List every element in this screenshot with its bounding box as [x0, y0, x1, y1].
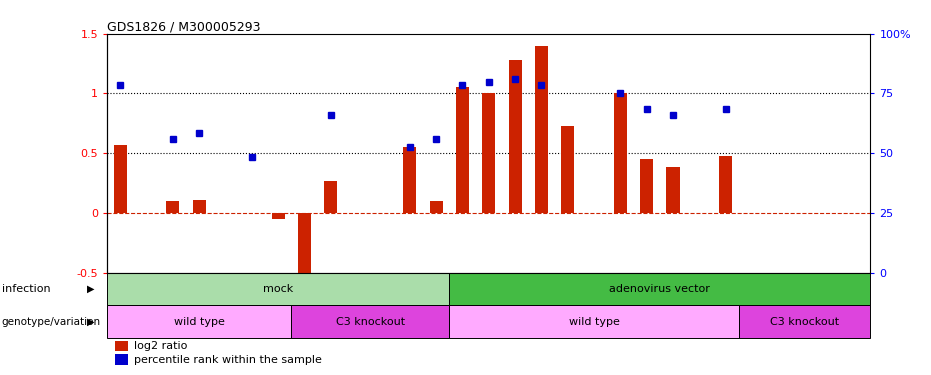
Text: ▶: ▶: [87, 284, 94, 294]
Text: C3 knockout: C3 knockout: [770, 317, 839, 327]
Bar: [450, 305, 739, 338]
Text: mock: mock: [263, 284, 293, 294]
Text: adenovirus vector: adenovirus vector: [610, 284, 710, 294]
Text: log2 ratio: log2 ratio: [134, 342, 187, 351]
Bar: [107, 273, 450, 305]
Text: infection: infection: [2, 284, 50, 294]
Text: percentile rank within the sample: percentile rank within the sample: [134, 355, 321, 364]
Bar: [324, 181, 337, 213]
Text: wild type: wild type: [174, 317, 224, 327]
Bar: [739, 305, 870, 338]
Text: C3 knockout: C3 knockout: [336, 317, 405, 327]
Bar: [641, 159, 654, 213]
Bar: [291, 305, 450, 338]
Text: genotype/variation: genotype/variation: [2, 317, 101, 327]
Bar: [456, 87, 469, 213]
Bar: [167, 201, 180, 213]
Text: ▶: ▶: [87, 317, 94, 327]
Bar: [429, 201, 443, 213]
Bar: [107, 305, 291, 338]
Bar: [193, 200, 206, 213]
Bar: [667, 168, 680, 213]
Text: wild type: wild type: [569, 317, 619, 327]
Text: GDS1826 / M300005293: GDS1826 / M300005293: [107, 21, 261, 34]
Bar: [508, 60, 521, 213]
Bar: [115, 354, 128, 364]
Bar: [534, 46, 548, 213]
Bar: [561, 126, 574, 213]
Bar: [272, 213, 285, 219]
Bar: [298, 213, 311, 275]
Bar: [614, 93, 627, 213]
Bar: [482, 93, 495, 213]
Bar: [719, 156, 733, 213]
Bar: [115, 341, 128, 351]
Bar: [403, 147, 416, 213]
Bar: [114, 145, 127, 213]
Bar: [450, 273, 870, 305]
